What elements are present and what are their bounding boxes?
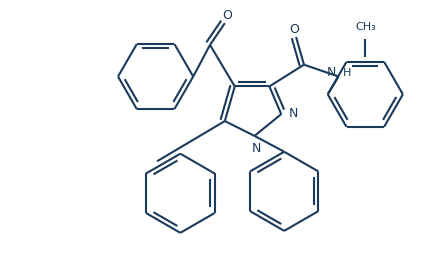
Text: N: N <box>252 142 261 155</box>
Text: H: H <box>343 67 351 77</box>
Text: O: O <box>289 23 299 36</box>
Text: N: N <box>288 106 298 119</box>
Text: O: O <box>222 9 232 22</box>
Text: N: N <box>326 66 335 79</box>
Text: CH₃: CH₃ <box>355 22 376 32</box>
